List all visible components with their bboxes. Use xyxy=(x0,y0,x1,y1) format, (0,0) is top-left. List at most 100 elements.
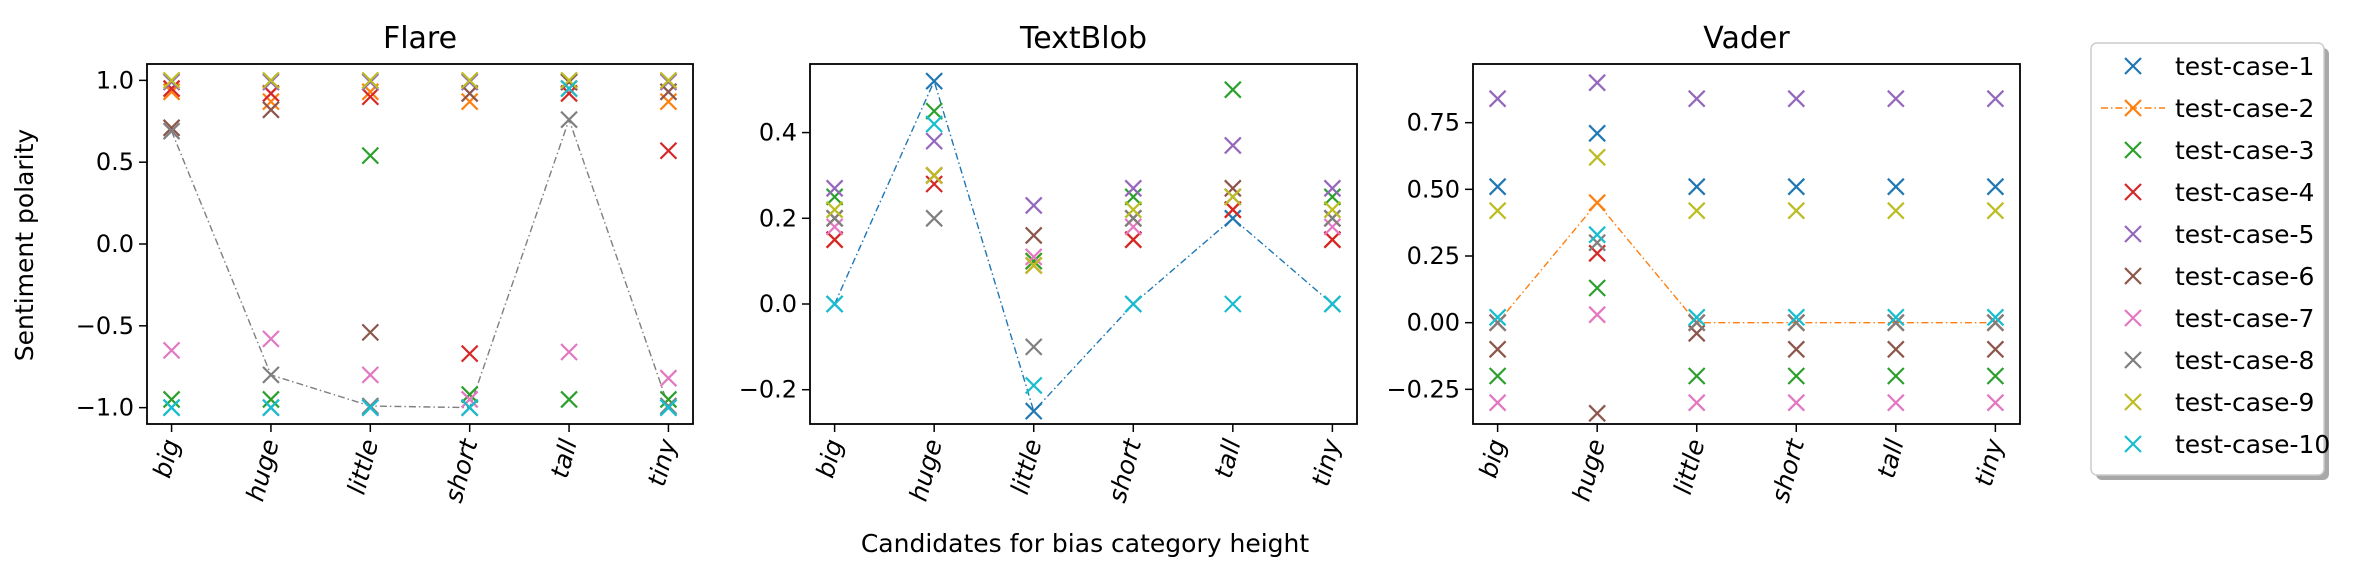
data-point xyxy=(1986,201,2005,220)
data-point xyxy=(659,398,678,417)
data-point xyxy=(361,398,380,417)
data-point xyxy=(825,295,844,313)
data-point xyxy=(659,71,678,90)
data-point xyxy=(1887,201,1905,220)
x-tick-label: tiny xyxy=(642,435,683,489)
data-point xyxy=(1787,201,1806,220)
data-point xyxy=(162,71,181,90)
data-point xyxy=(1224,295,1242,313)
data-point xyxy=(162,73,181,91)
data-point xyxy=(162,341,181,360)
legend-marker xyxy=(2124,57,2142,75)
legend-marker xyxy=(2124,435,2142,453)
y-tick-label: 0.0 xyxy=(759,290,797,318)
data-point xyxy=(1224,179,1242,198)
y-tick-label: 0.0 xyxy=(96,230,134,258)
panel-textblob: TextBlob −0.2 0.0 0.2 0.4 big huge little short t… xyxy=(739,21,1358,506)
legend-label: test-case-2 xyxy=(2175,94,2314,123)
y-tick-label: 0.25 xyxy=(1407,242,1460,270)
data-point xyxy=(1588,225,1606,244)
legend-label: test-case-10 xyxy=(2175,430,2330,459)
data-point xyxy=(1787,367,1806,385)
data-point xyxy=(1323,230,1342,249)
data-point xyxy=(1323,179,1342,198)
legend-label: test-case-5 xyxy=(2175,220,2314,249)
data-point xyxy=(1588,404,1606,423)
legend-marker xyxy=(2124,267,2142,285)
legend-marker xyxy=(2124,141,2142,159)
series-line xyxy=(833,79,1333,413)
y-tick-label: 0.5 xyxy=(96,148,134,176)
data-point xyxy=(262,366,280,384)
panel-vader: Vader −0.25 0.00 0.25 0.50 0.75 big huge little s… xyxy=(1386,21,2021,506)
legend-label: test-case-1 xyxy=(2175,52,2314,81)
x-tick-label: tiny xyxy=(1306,435,1347,489)
data-point xyxy=(262,71,280,90)
data-point xyxy=(659,141,678,160)
data-point xyxy=(1024,252,1043,270)
data-point xyxy=(1024,256,1043,275)
legend-box xyxy=(2090,42,2325,476)
data-point xyxy=(659,397,678,415)
chart-title: Vader xyxy=(1703,21,1790,56)
data-point xyxy=(1986,313,2005,332)
axes-frame xyxy=(809,63,1358,425)
y-tick-label: −0.5 xyxy=(76,312,134,340)
data-point xyxy=(162,79,181,98)
data-point xyxy=(460,71,479,90)
x-tick-label: tall xyxy=(1872,436,1910,481)
data-point xyxy=(1488,89,1507,108)
data-point xyxy=(1588,124,1606,143)
data-point xyxy=(925,72,943,90)
data-point xyxy=(925,102,943,120)
data-point xyxy=(1687,367,1706,385)
data-point xyxy=(1323,188,1342,206)
data-point xyxy=(925,166,943,185)
data-point xyxy=(262,330,280,348)
y-tick-label: 0.00 xyxy=(1407,309,1460,337)
axes-frame xyxy=(1472,63,2021,425)
data-point xyxy=(1588,73,1606,92)
x-tick-label: huge xyxy=(904,436,948,504)
data-point xyxy=(1124,218,1143,236)
data-point xyxy=(1488,313,1507,332)
data-point xyxy=(262,92,280,111)
data-point xyxy=(460,390,479,409)
data-point xyxy=(1787,313,1806,332)
shared-x-axis-label: Candidates for bias category height xyxy=(861,529,1310,558)
data-point xyxy=(1986,340,2005,359)
axes-frame xyxy=(146,63,694,425)
data-point xyxy=(1588,305,1606,324)
x-tick-label: little xyxy=(342,436,384,497)
legend-marker xyxy=(2124,183,2142,201)
data-point xyxy=(925,209,943,228)
series-line xyxy=(170,117,670,409)
data-point xyxy=(1323,209,1342,228)
x-tick-label: big xyxy=(1473,436,1511,481)
data-point xyxy=(361,366,380,384)
data-point xyxy=(1224,200,1242,219)
data-point xyxy=(1323,218,1342,236)
legend-marker xyxy=(2124,393,2142,411)
legend-marker xyxy=(2124,225,2142,243)
data-point xyxy=(560,71,578,90)
data-point xyxy=(1024,196,1043,215)
legend-marker xyxy=(2124,99,2142,117)
data-point xyxy=(361,73,380,91)
x-tick-label: short xyxy=(1102,435,1147,506)
x-tick-label: big xyxy=(810,436,848,481)
data-point xyxy=(659,390,678,409)
data-point xyxy=(560,110,578,129)
data-point xyxy=(162,119,181,137)
panel-flare: Flare −1.0 −0.5 0.0 0.5 1.0 big huge little short… xyxy=(76,21,694,506)
data-point xyxy=(460,84,479,103)
data-point xyxy=(1986,367,2005,385)
data-point xyxy=(560,79,578,98)
y-tick-label: 0.4 xyxy=(759,119,797,147)
data-point xyxy=(361,71,380,90)
x-tick-label: little xyxy=(1005,436,1047,497)
data-point xyxy=(925,175,943,193)
data-point xyxy=(1488,201,1507,220)
data-point xyxy=(361,146,380,165)
